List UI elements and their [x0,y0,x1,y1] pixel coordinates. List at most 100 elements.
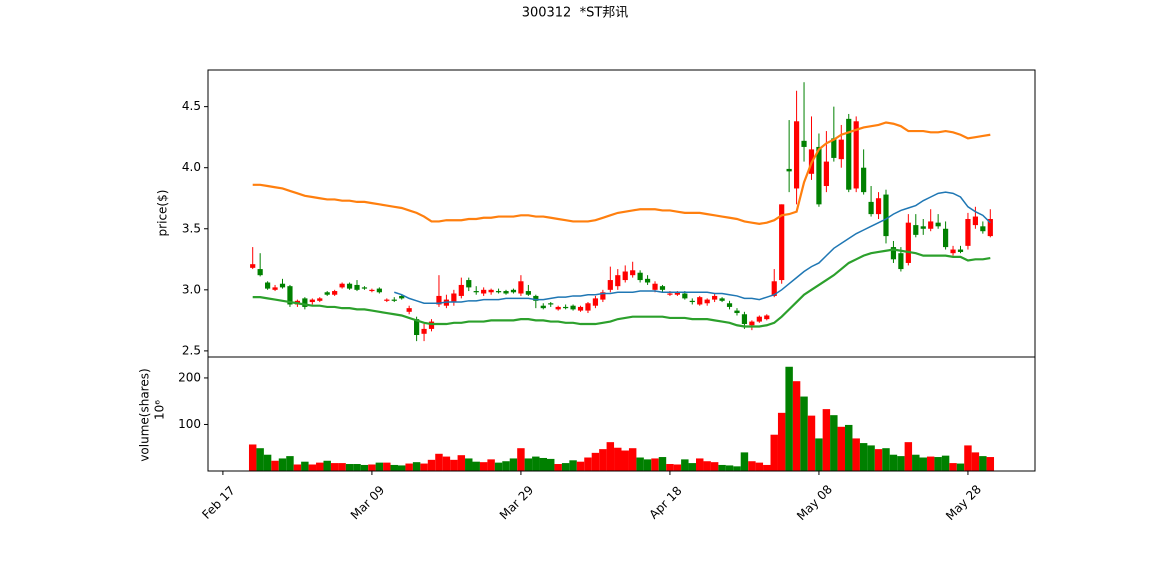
volume-bar [420,463,428,471]
y-tick-label: 4.0 [182,160,201,174]
volume-bar [561,463,570,471]
x-tick-label: Mar 09 [348,483,387,522]
volume-bar [599,449,607,471]
volume-bar [584,457,592,471]
candle-body [563,306,569,309]
volume-bar [725,465,734,471]
candle-body [652,283,658,290]
candle-body [861,167,867,193]
candle-body [622,271,628,281]
volume-bar [472,461,480,471]
volume-bar [904,442,913,471]
candle-body [414,319,420,336]
volume-bar [621,450,629,471]
volume-bar [316,462,324,471]
candle-body [689,300,695,303]
volume-bar [539,457,547,471]
volume-bar [934,457,942,471]
x-tick-label: Mar 29 [497,483,536,522]
volume-bar [524,458,533,471]
candle-body [786,168,792,172]
volume-bar [636,457,644,471]
volume-bar [681,459,689,471]
candle-body [317,298,323,301]
volume-bar [777,412,786,471]
candle-body [674,292,680,295]
candle-body [555,306,561,310]
volume-bar [614,447,622,471]
volume-bar [368,464,376,471]
candle-body [287,286,293,305]
candle-body [265,282,271,289]
volume-bar [733,466,741,471]
candle-body [637,272,643,281]
candle-body [376,288,382,293]
volume-bar [338,463,346,471]
chart-title: 300312 *ST邦讯 [522,6,629,21]
volume-bar [852,438,860,471]
candle-body [898,253,904,270]
x-tick-label: May 08 [794,482,835,523]
candle-body [630,270,636,276]
volume-bar [658,457,667,471]
volume-bar [435,453,443,471]
candle-body [399,295,405,299]
volume-bar [271,460,279,471]
volume-bar [301,461,309,471]
volume-bar [457,455,466,471]
volume-bar [427,459,436,471]
volume-bar [971,452,980,471]
candle-body [950,249,956,254]
volume-bar [263,454,272,471]
volume-bar [465,458,473,471]
volume-bar [405,463,413,471]
candle-body [712,295,718,300]
volume-bar [256,448,264,471]
volume-bar [375,462,384,471]
volume-bar [748,461,756,471]
volume-bar [859,443,868,471]
candle-body [428,321,435,329]
candle-body [905,222,911,263]
x-tick-label: Apr 18 [647,484,685,522]
volume-axis-label: volume(shares) [138,368,152,461]
candle-body [495,291,502,293]
candle-body [957,249,964,252]
candle-body [764,315,770,320]
candle-body [518,281,524,294]
price-panel-frame [207,69,1036,358]
volume-bar [628,448,637,471]
candle-body [354,284,360,290]
candle-body [600,292,606,300]
volume-bar [509,458,518,471]
volume-bar [763,464,771,471]
candle-body [980,226,986,232]
volume-y-tick-label: 200 [178,370,201,384]
volume-bar [792,381,801,471]
volume-bar [397,465,406,471]
volume-bar [770,434,778,471]
y-tick-label: 3.5 [182,221,201,235]
candle-body [704,299,710,304]
candle-body [831,138,837,158]
volume-panel-frame [207,356,1036,472]
volume-bar [248,444,257,471]
volume-bar [956,463,965,471]
candle-body [607,280,613,290]
candle-body [875,198,882,215]
volume-bar [569,460,577,471]
overlay-line [252,248,991,328]
candle-body [488,289,494,293]
volume-bar [442,456,451,471]
y-tick-label: 2.5 [182,343,201,357]
y-tick-label: 4.5 [182,99,201,113]
candle-body [726,303,733,307]
volume-bar [494,462,503,471]
candle-body [771,281,777,296]
volume-bar [390,464,398,471]
volume-y-tick-label: 100 [178,417,201,431]
candle-body [667,293,673,295]
volume-bar [822,409,831,471]
volume-bar [718,464,726,471]
volume-bar [845,424,853,471]
